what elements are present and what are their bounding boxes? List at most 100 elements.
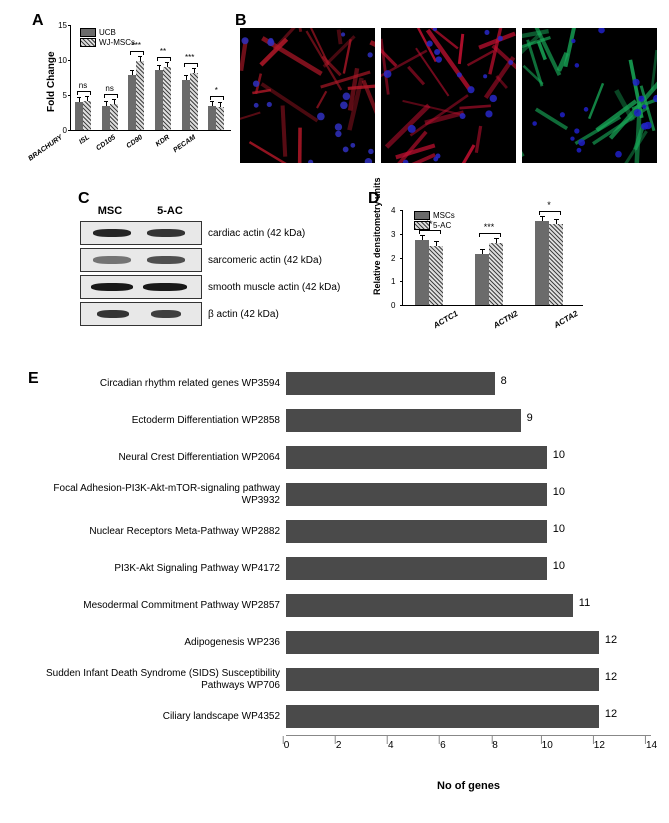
microscopy-image-0: [240, 28, 375, 163]
pathway-row: Circadian rhythm related genes WP3594 8: [30, 365, 655, 402]
figure-composite: A Fold Change 051015nsns********* UCB WJ…: [10, 10, 659, 813]
xtick: 4: [387, 736, 394, 744]
blot-band: [93, 229, 131, 237]
pathway-value: 10: [553, 449, 565, 461]
bar-ucb: [155, 70, 163, 130]
panel-c-blot: MSC 5-AC cardiac actin (42 kDa) sarcomeri…: [80, 205, 340, 329]
pathway-bar: [286, 668, 599, 691]
xtick: 8: [491, 736, 498, 744]
pathway-row: Ciliary landscape WP4352 12: [30, 698, 655, 735]
xtick: 12: [593, 736, 605, 744]
blot-row: smooth muscle actin (42 kDa): [80, 275, 340, 299]
pathway-label: Adipogenesis WP236: [30, 637, 286, 649]
microscopy-image-1: [381, 28, 516, 163]
pathway-row: Adipogenesis WP236 12: [30, 624, 655, 661]
pathway-bar: [286, 483, 547, 506]
bar-wj: [110, 104, 118, 130]
pathway-row: Nuclear Receptors Meta-Pathway WP2882 10: [30, 513, 655, 550]
blot-band: [97, 310, 129, 318]
pathway-label: Neural Crest Differentiation WP2064: [30, 452, 286, 464]
ytick: 1: [391, 277, 395, 286]
bar-wj: [163, 67, 171, 130]
pathway-row: Sudden Infant Death Syndrome (SIDS) Susc…: [30, 661, 655, 698]
bar-ucb: [102, 106, 110, 130]
bar-wj: [136, 61, 144, 130]
bar-wj: [216, 107, 224, 130]
pathway-bar: [286, 705, 599, 728]
pathway-value: 8: [501, 375, 507, 387]
pathway-label: Ectoderm Differentiation WP2858: [30, 415, 286, 427]
panel-d-legend: MSCs 5-AC: [414, 211, 455, 231]
bar-ucb: [208, 106, 216, 131]
bar-wj: [83, 101, 91, 130]
xtick: 14: [645, 736, 657, 744]
legend-msc: MSCs: [433, 211, 455, 220]
xtick: 10: [541, 736, 553, 744]
pathway-bar: [286, 557, 547, 580]
pathway-value: 10: [553, 523, 565, 535]
pathway-bar: [286, 372, 495, 395]
panel-a-chart: Fold Change 051015nsns********* UCB WJ-M…: [40, 20, 240, 175]
pathway-value: 11: [579, 597, 590, 609]
panel-e-xaxis: 02468101214: [286, 735, 651, 766]
significance-marker: *: [206, 86, 226, 95]
pathway-label: Sudden Infant Death Syndrome (SIDS) Susc…: [30, 668, 286, 691]
pathway-bar: [286, 409, 521, 432]
pathway-label: Nuclear Receptors Meta-Pathway WP2882: [30, 526, 286, 538]
pathway-label: PI3K-Akt Signaling Pathway WP4172: [30, 563, 286, 575]
bar-ucb: [128, 75, 136, 130]
bar-ucb: [75, 102, 83, 130]
pathway-bar: [286, 520, 547, 543]
pathway-row: Ectoderm Differentiation WP2858 9: [30, 402, 655, 439]
ytick: 10: [57, 56, 67, 65]
pathway-bar: [286, 594, 573, 617]
pathway-row: Mesodermal Commitment Pathway WP2857 11: [30, 587, 655, 624]
blot-row: sarcomeric actin (42 kDa): [80, 248, 340, 272]
ytick: 5: [57, 91, 67, 100]
pathway-value: 12: [605, 708, 617, 720]
blot-label: sarcomeric actin (42 kDa): [208, 255, 322, 266]
pathway-value: 9: [527, 412, 533, 424]
blot-band: [147, 229, 185, 237]
significance-marker: *: [539, 200, 559, 210]
panel-a-legend: UCB WJ-MSCs: [80, 28, 135, 48]
blot-row: cardiac actin (42 kDa): [80, 221, 340, 245]
panel-d-chart: Relative densitometry units 01234**ACTC1…: [370, 205, 610, 345]
pathway-label: Mesodermal Commitment Pathway WP2857: [30, 600, 286, 612]
pathway-value: 10: [553, 486, 565, 498]
blot-header-msc: MSC: [80, 205, 140, 217]
blot-row: β actin (42 kDa): [80, 302, 340, 326]
pathway-bar: [286, 631, 599, 654]
ytick: 3: [391, 230, 395, 239]
pathway-value: 12: [605, 634, 617, 646]
blot-label: β actin (42 kDa): [208, 309, 279, 320]
blot-band: [143, 283, 187, 291]
pathway-label: Focal Adhesion-PI3K-Akt-mTOR-signaling p…: [30, 483, 286, 506]
legend-5ac: 5-AC: [433, 221, 451, 230]
bar-msc: [475, 254, 489, 305]
blot-header-5ac: 5-AC: [140, 205, 200, 217]
xlabel: ACTC1: [415, 309, 459, 340]
pathway-label: Circadian rhythm related genes WP3594: [30, 378, 286, 390]
significance-marker: ns: [73, 81, 93, 90]
significance-marker: ns: [100, 84, 120, 93]
pathway-value: 10: [553, 560, 565, 572]
pathway-row: PI3K-Akt Signaling Pathway WP4172 10: [30, 550, 655, 587]
panel-b-images: [240, 28, 657, 163]
xlabel: ACTN2: [475, 309, 519, 340]
significance-marker: ***: [479, 222, 499, 232]
pathway-label: Ciliary landscape WP4352: [30, 711, 286, 723]
bar-msc: [535, 221, 549, 305]
pathway-bar: [286, 446, 547, 469]
blot-band: [91, 283, 133, 291]
panel-a-ylabel: Fold Change: [46, 51, 57, 112]
significance-marker: **: [153, 47, 173, 56]
bar-5ac: [429, 246, 443, 305]
panel-d-ylabel: Relative densitometry units: [372, 177, 382, 295]
legend-wj: WJ-MSCs: [99, 38, 135, 47]
ytick: 0: [391, 301, 395, 310]
bar-5ac: [489, 243, 503, 305]
ytick: 15: [57, 21, 67, 30]
pathway-row: Focal Adhesion-PI3K-Akt-mTOR-signaling p…: [30, 476, 655, 513]
bar-wj: [190, 73, 198, 130]
